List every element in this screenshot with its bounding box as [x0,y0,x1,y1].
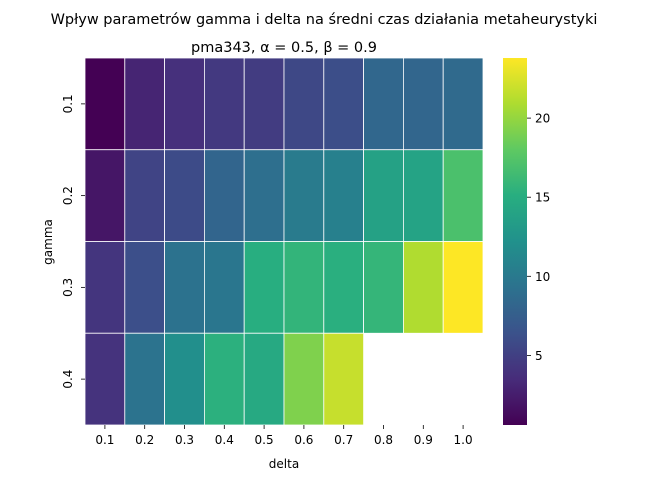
heatmap-cell [442,149,484,242]
heatmap-cell [243,57,285,151]
heatmap-cell [84,149,126,242]
heatmap-cell [283,241,325,334]
heatmap-cell [402,149,444,242]
heatmap-cell [84,332,126,426]
heatmap-cell [124,149,166,242]
heatmap-cell [363,149,404,242]
heatmap-cell [402,57,444,151]
x-tick-label: 1.0 [454,433,473,447]
colorbar [503,58,527,425]
heatmap-cell [442,241,484,334]
x-axis-label: delta [269,457,299,471]
heatmap-cell [203,332,245,426]
x-tick-label: 0.7 [334,433,353,447]
y-tick-label: 0.3 [61,278,75,297]
heatmap-cell [164,241,205,334]
heatmap-cell [363,241,404,334]
heatmap-cell [124,332,166,426]
heatmap-cell [283,332,325,426]
heatmap-cell [363,57,404,151]
heatmap-cell [243,241,285,334]
x-tick-label: 0.3 [175,433,194,447]
colorbar-ticks: 5 10 15 20 [527,112,550,363]
heatmap-cell [203,57,245,151]
y-tick-label: 0.1 [61,94,75,113]
y-axis-label: gamma [41,219,55,265]
x-tick-label: 0.5 [255,433,274,447]
heatmap-cell [323,149,364,242]
heatmap-cell [323,57,364,151]
x-axis-ticks: 0.1 0.2 0.3 0.4 0.5 0.6 0.7 0.8 0.9 1.0 [95,425,473,447]
heatmap-cell [402,241,444,334]
colorbar-tick-label: 20 [535,112,550,126]
chart-title: Wpływ parametrów gamma i delta na średni… [51,12,598,28]
heatmap-cell [164,332,205,426]
heatmap-cell [283,149,325,242]
heatmap-cell [84,57,126,151]
heatmap-cell [124,57,166,151]
heatmap-cell [164,57,205,151]
colorbar-tick-label: 10 [535,270,550,284]
heatmap-cell [283,57,325,151]
y-axis-ticks: 0.1 0.2 0.3 0.4 [61,94,85,389]
heatmap-cell [84,241,126,334]
heatmap-cell [442,57,484,151]
chart-subtitle: pma343, α = 0.5, β = 0.9 [191,40,377,56]
x-tick-label: 0.9 [414,433,433,447]
heatmap-cell [164,149,205,242]
heatmap-cell [203,149,245,242]
colorbar-tick-label: 5 [535,349,543,363]
y-tick-label: 0.2 [61,186,75,205]
heatmap-cell [243,149,285,242]
heatmap-cells [84,57,484,426]
heatmap-cell [203,241,245,334]
x-tick-label: 0.2 [135,433,154,447]
colorbar-tick-label: 15 [535,191,550,205]
x-tick-label: 0.8 [374,433,393,447]
y-tick-label: 0.4 [61,370,75,389]
heatmap-cell [124,241,166,334]
x-tick-label: 0.4 [215,433,234,447]
heatmap-cell [323,332,364,426]
x-tick-label: 0.1 [95,433,114,447]
x-tick-label: 0.6 [294,433,313,447]
heatmap-cell [243,332,285,426]
heatmap-cell [323,241,364,334]
